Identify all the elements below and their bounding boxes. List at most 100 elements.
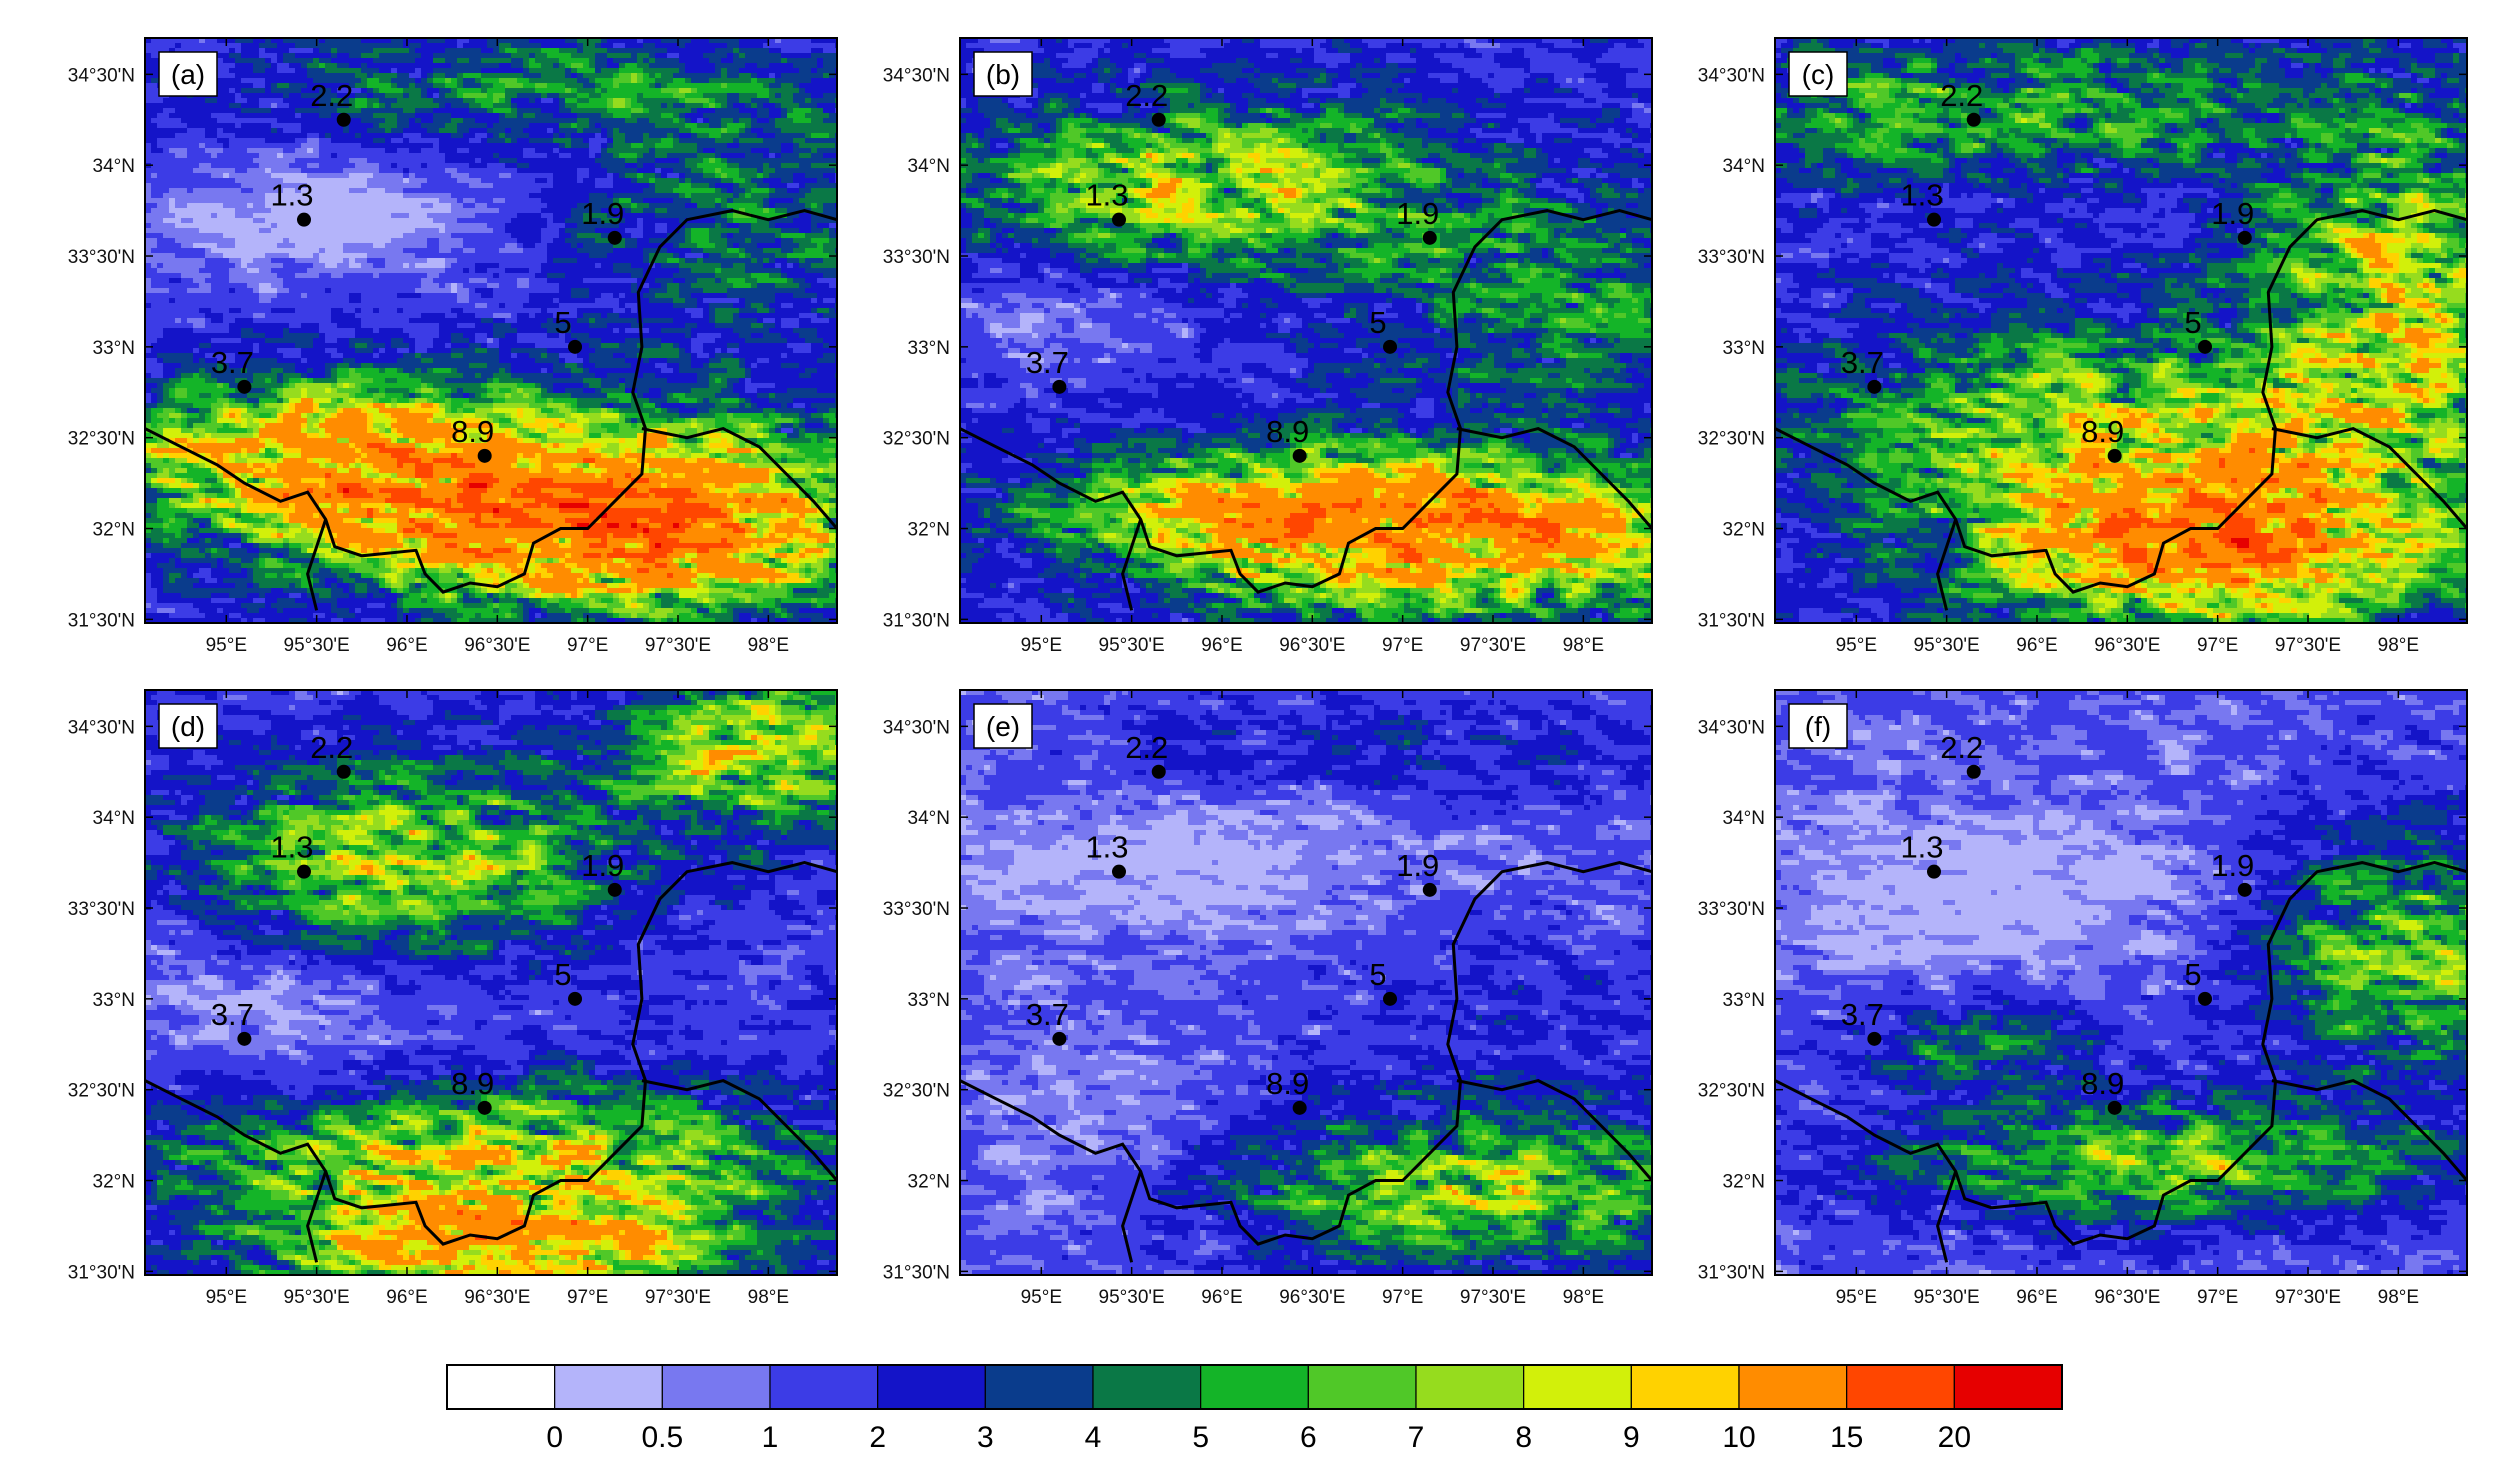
station-label: 5 xyxy=(554,305,571,340)
lon-tick-label: 97°E xyxy=(1382,1287,1423,1308)
lat-tick-label: 34°N xyxy=(1723,808,1765,829)
lat-tick-label: 34°30'N xyxy=(68,65,135,86)
station-marker xyxy=(2108,1101,2122,1115)
lat-tick-label: 33°N xyxy=(93,338,135,359)
lat-tick-label: 32°30'N xyxy=(883,1081,950,1102)
map-panel: 95°E 95°30'E 96°E 96°30'E 97°E 97°30'E 98°E34°… xyxy=(68,690,842,1308)
station-label: 1.3 xyxy=(270,830,313,865)
colorbar-swatch xyxy=(1308,1365,1416,1409)
lon-tick-label: 97°30'E xyxy=(1460,635,1526,656)
lat-tick-label: 31°30'N xyxy=(68,1262,135,1283)
station-marker xyxy=(337,113,351,127)
lon-tick-label: 96°E xyxy=(2016,635,2057,656)
lon-tick-label: 98°E xyxy=(2378,1287,2419,1308)
lat-tick-label: 32°30'N xyxy=(68,429,135,450)
lat-tick-label: 34°30'N xyxy=(1698,65,1765,86)
station-label: 3.7 xyxy=(1841,997,1884,1032)
station-marker xyxy=(1152,765,1166,779)
lon-tick-label: 97°30'E xyxy=(2275,1287,2341,1308)
lon-tick-label: 96°E xyxy=(1201,1287,1242,1308)
lat-tick-label: 32°N xyxy=(93,1172,135,1193)
lat-tick-label: 34°30'N xyxy=(68,717,135,738)
lat-tick-label: 34°N xyxy=(908,156,950,177)
lon-tick-label: 95°E xyxy=(206,1287,247,1308)
station-label: 5 xyxy=(1369,957,1386,992)
panel-letter: (e) xyxy=(986,711,1020,742)
lat-tick-label: 31°30'N xyxy=(1698,610,1765,631)
lon-tick-label: 96°30'E xyxy=(464,1287,530,1308)
station-label: 3.7 xyxy=(1026,345,1069,380)
station-marker xyxy=(2238,883,2252,897)
colorbar-label: 3 xyxy=(977,1421,994,1454)
station-label: 1.3 xyxy=(1085,178,1128,213)
lon-tick-label: 95°E xyxy=(1021,635,1062,656)
lon-tick-label: 95°E xyxy=(206,635,247,656)
lat-tick-label: 33°N xyxy=(1723,990,1765,1011)
station-label: 5 xyxy=(2184,305,2201,340)
precipitation-field xyxy=(1775,38,2472,624)
colorbar-swatch xyxy=(1524,1365,1632,1409)
precipitation-field xyxy=(960,690,1657,1276)
lon-tick-label: 96°E xyxy=(2016,1287,2057,1308)
station-marker xyxy=(2238,231,2252,245)
station-label: 2.2 xyxy=(1125,78,1168,113)
lon-tick-label: 96°30'E xyxy=(1279,635,1345,656)
colorbar-label: 4 xyxy=(1085,1421,1102,1454)
map-panel: 95°E 95°30'E 96°E 96°30'E 97°E 97°30'E 98°E34°… xyxy=(1698,38,2472,656)
lat-tick-label: 33°30'N xyxy=(883,247,950,268)
lat-tick-label: 32°N xyxy=(1723,520,1765,541)
lon-tick-label: 97°E xyxy=(1382,635,1423,656)
station-marker xyxy=(1293,449,1307,463)
lat-tick-label: 31°30'N xyxy=(1698,1262,1765,1283)
station-marker xyxy=(1927,865,1941,879)
colorbar-label: 20 xyxy=(1938,1421,1971,1454)
lon-tick-label: 95°30'E xyxy=(1099,635,1165,656)
station-marker xyxy=(1967,765,1981,779)
station-marker xyxy=(2198,340,2212,354)
map-panel: 95°E 95°30'E 96°E 96°30'E 97°E 97°30'E 98°E34°… xyxy=(883,38,1657,656)
station-marker xyxy=(237,1032,251,1046)
station-label: 2.2 xyxy=(310,730,353,765)
colorbar-swatch xyxy=(1201,1365,1309,1409)
precipitation-field xyxy=(1775,690,2472,1276)
station-label: 1.9 xyxy=(1396,196,1439,231)
station-label: 5 xyxy=(554,957,571,992)
lon-tick-label: 95°30'E xyxy=(1914,635,1980,656)
colorbar-swatch xyxy=(1847,1365,1955,1409)
lat-tick-label: 34°30'N xyxy=(883,65,950,86)
station-label: 3.7 xyxy=(1841,345,1884,380)
lon-tick-label: 97°E xyxy=(2197,1287,2238,1308)
lat-tick-label: 33°30'N xyxy=(1698,247,1765,268)
lat-tick-label: 32°30'N xyxy=(1698,429,1765,450)
lat-tick-label: 34°30'N xyxy=(883,717,950,738)
colorbar-swatch xyxy=(878,1365,986,1409)
colorbar-label: 15 xyxy=(1830,1421,1863,1454)
station-label: 5 xyxy=(2184,957,2201,992)
map-panel: 95°E 95°30'E 96°E 96°30'E 97°E 97°30'E 98°E34°… xyxy=(1698,690,2472,1308)
precipitation-field xyxy=(145,690,842,1276)
lon-tick-label: 97°30'E xyxy=(2275,635,2341,656)
colorbar-label: 6 xyxy=(1300,1421,1317,1454)
lon-tick-label: 97°30'E xyxy=(1460,1287,1526,1308)
station-label: 2.2 xyxy=(310,78,353,113)
station-marker xyxy=(297,213,311,227)
station-label: 5 xyxy=(1369,305,1386,340)
station-marker xyxy=(478,1101,492,1115)
lat-tick-label: 33°30'N xyxy=(68,247,135,268)
station-marker xyxy=(1293,1101,1307,1115)
colorbar-swatch xyxy=(447,1365,555,1409)
lon-tick-label: 97°E xyxy=(567,1287,608,1308)
colorbar-swatch xyxy=(662,1365,770,1409)
station-marker xyxy=(608,883,622,897)
station-marker xyxy=(608,231,622,245)
station-label: 1.9 xyxy=(2211,848,2254,883)
lat-tick-label: 32°30'N xyxy=(883,429,950,450)
lat-tick-label: 31°30'N xyxy=(883,610,950,631)
lon-tick-label: 98°E xyxy=(1563,635,1604,656)
station-marker xyxy=(1152,113,1166,127)
panel-letter: (c) xyxy=(1802,59,1835,90)
lat-tick-label: 34°N xyxy=(908,808,950,829)
station-marker xyxy=(568,992,582,1006)
lat-tick-label: 34°N xyxy=(93,808,135,829)
station-marker xyxy=(1052,1032,1066,1046)
